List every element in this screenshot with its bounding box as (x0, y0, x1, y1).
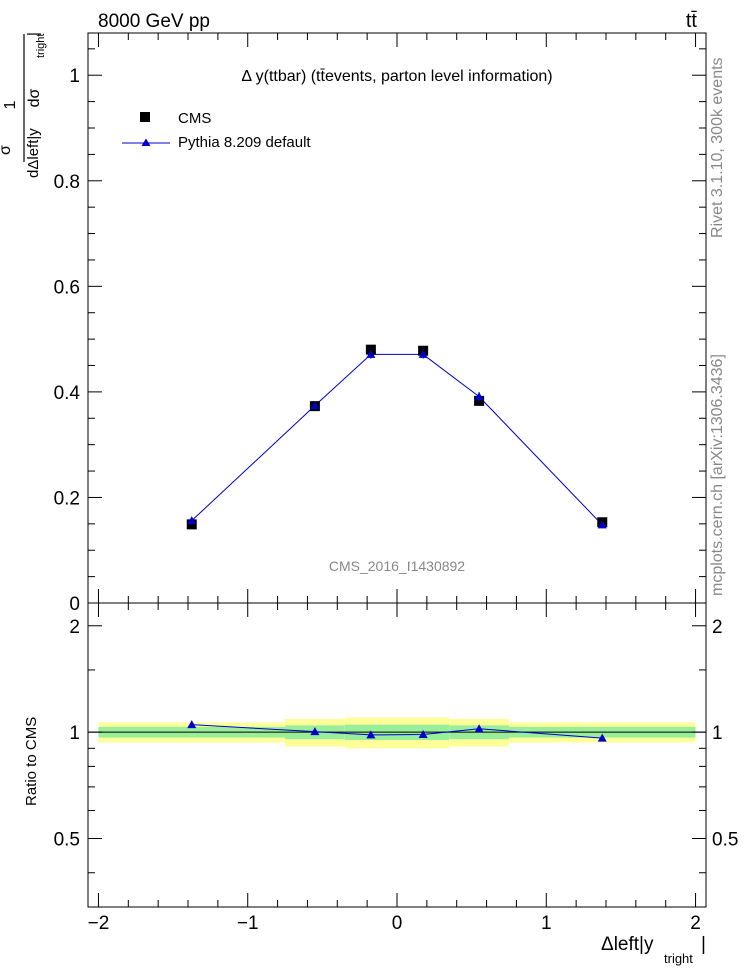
ratio-pythia-line (191, 724, 603, 739)
svg-text:tright: tright (35, 34, 47, 58)
pythia-point (418, 349, 428, 358)
ratio-y-axis: 0.5 0.5 1 1 2 2 (54, 617, 738, 874)
cms-point (365, 344, 376, 355)
x-tick-label: 0 (392, 913, 403, 934)
x-tick-label: −1 (237, 913, 259, 934)
svg-text:1: 1 (2, 100, 19, 109)
plot-title: Δ y(ttbar) (tt̄events, parton level info… (241, 68, 552, 85)
main-y-tick-label: 0.8 (54, 172, 80, 193)
svg-text:|: | (701, 934, 706, 955)
main-y-tick-label: 1 (69, 66, 80, 87)
main-y-tick-label: 0.6 (54, 277, 80, 298)
x-tick-label: 1 (541, 913, 552, 934)
svg-text:dΔleft|y: dΔleft|y (25, 128, 42, 178)
legend: CMS Pythia 8.209 default (122, 110, 311, 151)
ratio-pythia-point (597, 733, 607, 742)
ratio-uncertainty-bands (88, 717, 706, 749)
x-tick-label: −2 (88, 913, 110, 934)
cms-point (186, 519, 197, 530)
ratio-panel-frame (87, 602, 707, 908)
ratio-y-tick-label-right: 0.5 (712, 830, 738, 851)
legend-pythia-marker (141, 138, 151, 146)
ratio-y-tick-label-right: 2 (712, 617, 723, 638)
svg-text:σ: σ (0, 145, 14, 155)
main-ylabel: 1 σ dσ dΔleft|y tright | (0, 32, 47, 178)
main-x-ticks (97, 33, 697, 603)
main-y-axis: 0 0.2 0.4 0.6 0.8 1 (54, 48, 706, 615)
svg-text:dσ: dσ (26, 88, 43, 107)
svg-text:Δleft|y: Δleft|y (601, 934, 654, 955)
energy-label: 8000 GeV pp (98, 11, 210, 32)
svg-text:|: | (25, 32, 42, 36)
legend-pythia-label: Pythia 8.209 default (178, 134, 311, 151)
x-axis-label: Δleft|y tright | (601, 934, 706, 966)
main-y-tick-label: 0.4 (54, 383, 81, 404)
legend-cms-label: CMS (178, 110, 211, 127)
pythia-point (366, 349, 376, 358)
main-plot-area (186, 344, 608, 530)
ratio-x-axis: −2 −1 0 1 2 (88, 603, 701, 934)
svg-text:tright: tright (664, 951, 693, 966)
ratio-pythia-point (474, 724, 484, 733)
ratio-ylabel: Ratio to CMS (23, 717, 40, 806)
legend-cms-marker (140, 112, 150, 122)
ratio-pythia-point (366, 730, 376, 739)
ratio-pythia-point (310, 727, 320, 736)
pythia-point (474, 392, 484, 401)
mcplots-label: mcplots.cern.ch [arXiv:1306.3436] (709, 354, 726, 596)
watermark: CMS_2016_I1430892 (329, 558, 465, 574)
process-label: tt̄ (686, 10, 698, 32)
ratio-pythia-point (187, 720, 197, 729)
ratio-y-tick-label: 2 (69, 617, 80, 638)
ratio-y-tick-label-right: 1 (712, 723, 723, 744)
x-tick-label: 2 (690, 913, 701, 934)
pythia-point (187, 516, 197, 525)
ratio-y-tick-label: 0.5 (54, 830, 80, 851)
main-y-tick-label: 0 (69, 594, 80, 615)
main-y-tick-label: 0.2 (54, 488, 80, 509)
pythia-point (310, 401, 320, 410)
pythia-line (191, 353, 603, 526)
ratio-pythia-point (418, 729, 428, 738)
ratio-plot-area (187, 720, 607, 742)
ratio-y-tick-label: 1 (69, 723, 80, 744)
pythia-point (597, 520, 607, 529)
rivet-label: Rivet 3.1.10, 300k events (709, 57, 726, 238)
